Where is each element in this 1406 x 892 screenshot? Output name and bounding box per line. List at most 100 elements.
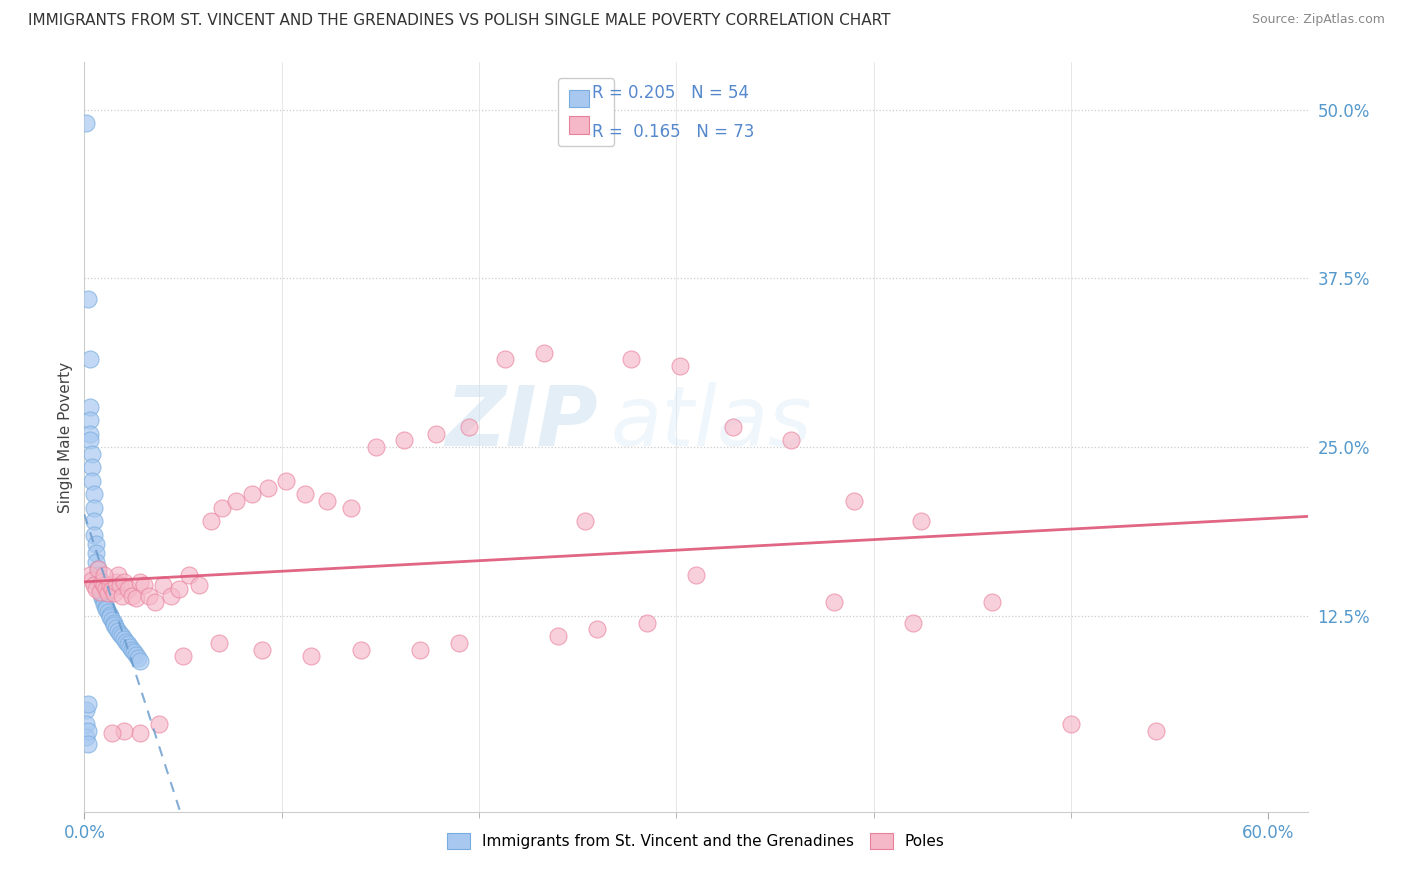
Y-axis label: Single Male Poverty: Single Male Poverty [58,361,73,513]
Point [84,545,107,559]
Point [779,434,801,448]
Point [77,292,100,306]
Point [669,359,692,374]
Point [89,578,111,592]
Point [101,582,124,596]
Point [211,500,233,515]
Point [79,413,101,427]
Point [425,426,447,441]
Text: IMMIGRANTS FROM ST. VINCENT AND THE GRENADINES VS POLISH SINGLE MALE POVERTY COR: IMMIGRANTS FROM ST. VINCENT AND THE GREN… [28,13,890,29]
Point [274,474,297,488]
Point [83,487,105,501]
Point [128,653,150,667]
Point [117,637,139,651]
Point [111,589,134,603]
Point [75,717,97,731]
Point [200,515,222,529]
Text: ZIP: ZIP [446,382,598,463]
Point [75,116,97,130]
Point [225,494,247,508]
Point [316,494,339,508]
Point [75,703,97,717]
Point [533,345,555,359]
Point [83,578,105,592]
Point [104,575,127,590]
Point [128,575,150,590]
Point [87,562,110,576]
Point [93,597,115,611]
Point [636,615,658,630]
Point [177,568,200,582]
Point [107,568,129,582]
Point [152,578,174,592]
Legend: Immigrants from St. Vincent and the Grenadines, Poles: Immigrants from St. Vincent and the Gren… [440,825,952,856]
Point [449,636,471,650]
Point [124,591,146,606]
Point [121,589,143,603]
Point [145,595,167,609]
Point [494,352,516,367]
Point [84,582,107,596]
Point [93,578,115,592]
Point [111,629,134,643]
Point [112,575,135,590]
Point [118,640,141,654]
Point [685,568,707,582]
Point [574,515,596,529]
Point [207,636,229,650]
Point [103,618,125,632]
Point [103,586,125,600]
Point [97,605,120,619]
Point [83,515,105,529]
Point [172,649,194,664]
Point [980,595,1002,609]
Point [1060,717,1083,731]
Point [547,629,569,643]
Point [138,589,160,603]
Point [160,589,183,603]
Point [89,584,111,599]
Point [910,515,932,529]
Point [112,723,135,738]
Point [82,460,104,475]
Point [98,610,121,624]
Point [108,578,131,592]
Point [366,440,388,454]
Point [122,645,145,659]
Point [240,487,263,501]
Point [87,568,110,582]
Point [620,352,643,367]
Text: atlas: atlas [610,382,813,463]
Point [75,731,97,745]
Point [586,623,609,637]
Point [124,648,146,662]
Point [167,582,190,596]
Point [1144,723,1167,738]
Point [89,582,111,596]
Point [77,697,100,711]
Point [127,650,149,665]
Point [79,400,101,414]
Point [101,613,124,627]
Point [84,537,107,551]
Text: Source: ZipAtlas.com: Source: ZipAtlas.com [1251,13,1385,27]
Point [114,634,136,648]
Point [132,578,155,592]
Point [94,582,117,596]
Point [79,568,101,582]
Point [108,626,131,640]
Point [83,500,105,515]
Point [94,602,117,616]
Point [97,586,120,600]
Point [77,737,100,751]
Point [93,568,115,582]
Point [117,582,139,596]
Point [91,575,114,590]
Point [901,615,924,630]
Point [98,578,121,592]
Point [121,642,143,657]
Text: R =  0.165   N = 73: R = 0.165 N = 73 [592,123,755,141]
Point [104,621,127,635]
Point [458,420,481,434]
Point [823,595,845,609]
